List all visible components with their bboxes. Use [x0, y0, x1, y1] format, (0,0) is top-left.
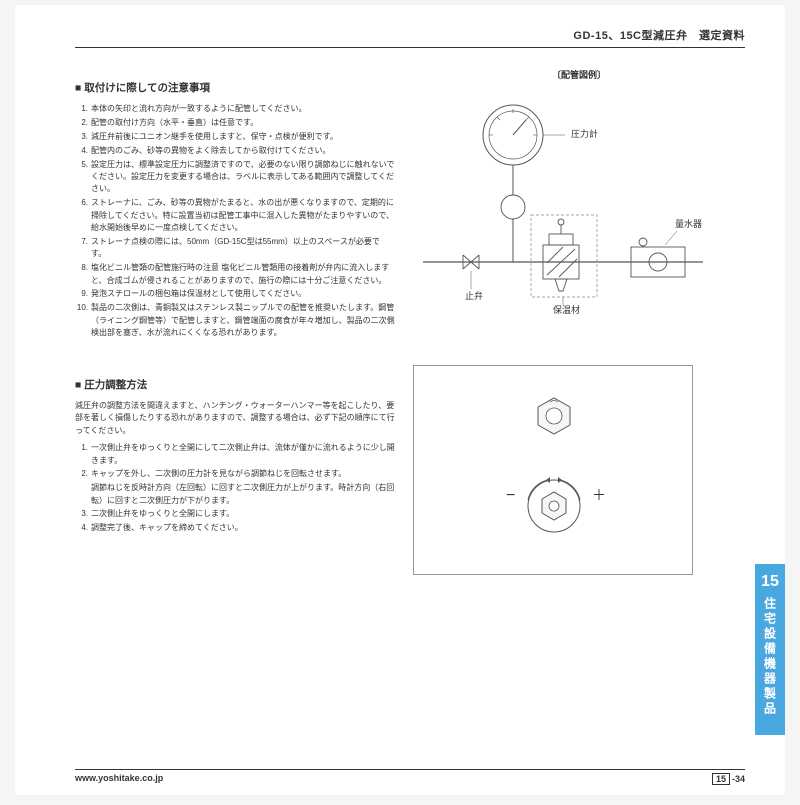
- list-item: ストレーナに、ごみ、砂等の異物がたまると、水の出が悪くなりますので、定期的に掃除…: [91, 197, 395, 234]
- list-item: 発泡スチロールの梱包箱は保温材として使用してください。: [91, 288, 395, 300]
- chapter-tab: 15 住宅設備機器製品: [755, 564, 785, 735]
- list-item: ストレーナ点検の際には、50mm（GD-15C型は55mm）以上のスペースが必要…: [91, 236, 395, 261]
- gauge-label: 圧力計: [571, 128, 598, 139]
- adjustment-diagram-frame: − ＋: [413, 365, 693, 575]
- stopvalve-label: 止弁: [465, 290, 483, 301]
- adjustment-diagram: − ＋: [414, 366, 694, 576]
- adjustment-list: 1.一次側止弁をゆっくりと全開にして二次側止弁は、流体が僅かに流れるように少し開…: [75, 442, 395, 481]
- meter-label: 量水器: [675, 218, 702, 229]
- page-footer: www.yoshitake.co.jp 15-34: [75, 769, 745, 785]
- svg-text:−: −: [506, 487, 515, 504]
- chapter-number: 15: [755, 573, 785, 591]
- list-item: 二次側止弁をゆっくりと全開にします。: [91, 508, 395, 520]
- list-item: 塩化ビニル管類の配管施行時の注意 塩化ビニル管類用の接着剤が弁内に流入しますと、…: [91, 262, 395, 287]
- list-item: 設定圧力は、標準設定圧力に調整済ですので、必要のない限り調節ねじに触れないでくだ…: [91, 159, 395, 196]
- precautions-list: 1.本体の矢印と流れ方向が一致するように配管してください。 2.配管の取付け方向…: [75, 103, 395, 340]
- list-item: 一次側止弁をゆっくりと全開にして二次側止弁は、流体が僅かに流れるように少し開きま…: [91, 442, 395, 467]
- list-item: 減圧弁前後にユニオン継手を使用しますと、保守・点検が便利です。: [91, 131, 395, 143]
- list-item: 製品の二次側は、青銅製又はステンレス製ニップルでの配管を推奨いたします。鋼管（ラ…: [91, 302, 395, 339]
- list-item: 配管の取付け方向（水平・垂直）は任意です。: [91, 117, 395, 129]
- diagram-title: 〔配管図例〕: [413, 68, 745, 81]
- insulation-label: 保温材: [553, 304, 580, 315]
- adjustment-list-2: 3.二次側止弁をゆっくりと全開にします。 4.調整完了後、キャップを締めてくださ…: [75, 508, 395, 534]
- list-item: 本体の矢印と流れ方向が一致するように配管してください。: [91, 103, 395, 115]
- chapter-label: 住宅設備機器製品: [762, 597, 779, 717]
- sub-note: 調節ねじを反時計方向（左回転）に回すと二次側圧力が上がります。時計方向（右回転）…: [75, 482, 395, 507]
- page-number: 15-34: [712, 773, 745, 785]
- section2-intro: 減圧弁の調整方法を間違えますと、ハンチング・ウォーターハンマー等を起こしたり、要…: [75, 400, 395, 437]
- section1-title: ■ 取付けに際しての注意事項: [75, 80, 395, 95]
- list-item: 調整完了後、キャップを締めてください。: [91, 522, 395, 534]
- section2-title: ■ 圧力調整方法: [75, 377, 395, 392]
- page-header: GD-15、15C型減圧弁 選定資料: [75, 27, 745, 48]
- list-item: キャップを外し、二次側の圧力計を見ながら調節ねじを回転させます。: [91, 468, 395, 480]
- footer-url: www.yoshitake.co.jp: [75, 773, 163, 785]
- list-item: 配管内のごみ、砂等の異物をよく除去してから取付けてください。: [91, 145, 395, 157]
- piping-diagram: 圧力計 量水器 止弁 保温材: [413, 87, 713, 317]
- svg-text:＋: ＋: [592, 487, 606, 503]
